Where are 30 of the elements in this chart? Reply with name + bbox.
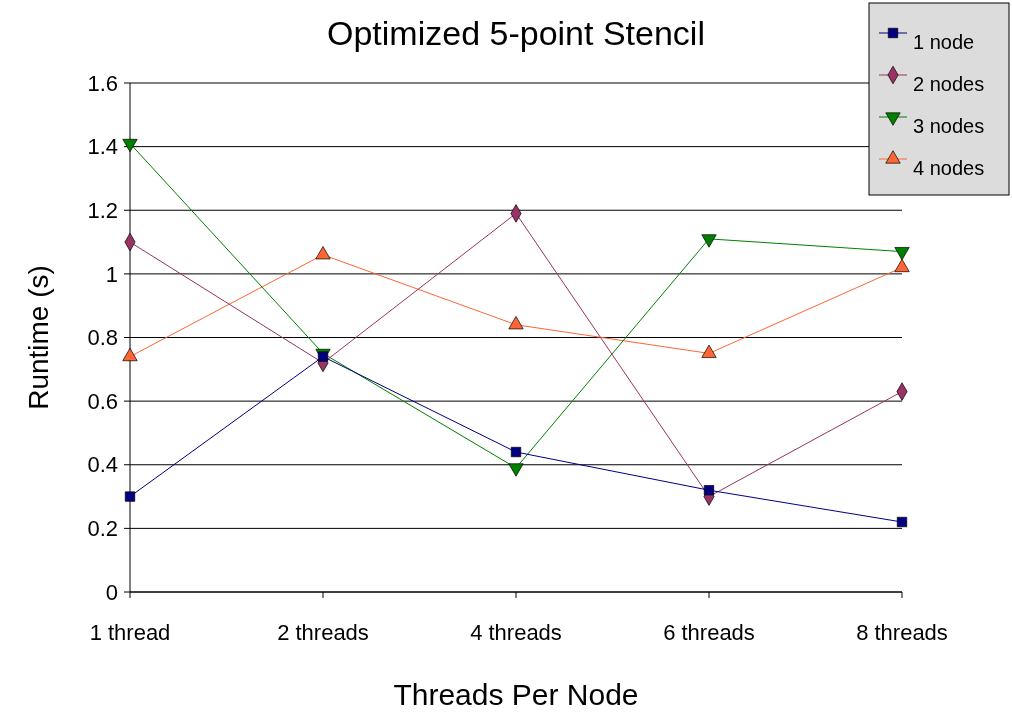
point bbox=[896, 516, 908, 528]
y-tick-label: 0 bbox=[105, 579, 118, 605]
x-tick-label: 2 threads bbox=[277, 620, 369, 645]
x-tick-label: 4 threads bbox=[470, 620, 562, 645]
y-tick-label: 0.6 bbox=[87, 388, 118, 414]
y-tick-label: 1.6 bbox=[87, 70, 118, 96]
legend-label: 2 nodes bbox=[913, 73, 985, 95]
point bbox=[510, 446, 522, 458]
y-tick-label: 1.2 bbox=[87, 197, 118, 223]
point bbox=[703, 485, 715, 496]
point bbox=[701, 344, 717, 358]
y-tick-label: 0.8 bbox=[87, 325, 118, 351]
y-tick-label: 0.2 bbox=[87, 516, 118, 542]
point bbox=[894, 258, 910, 273]
y-axis-title: Runtime (s) bbox=[23, 265, 54, 410]
x-tick-label: 6 threads bbox=[663, 620, 755, 645]
legend-label: 3 nodes bbox=[913, 115, 985, 137]
legend-label: 4 nodes bbox=[913, 157, 985, 179]
point bbox=[122, 347, 138, 362]
y-tick-label: 0.4 bbox=[87, 452, 118, 478]
y-tick-label: 1 bbox=[105, 261, 118, 287]
x-tick-label: 8 threads bbox=[856, 620, 948, 645]
chart-title: Optimized 5-point Stencil bbox=[327, 14, 705, 52]
legend-label: 1 node bbox=[913, 31, 975, 53]
point bbox=[124, 491, 136, 502]
point bbox=[315, 246, 331, 260]
point bbox=[508, 316, 524, 330]
x-axis-title: Threads Per Node bbox=[393, 678, 639, 711]
x-tick-label: 1 thread bbox=[89, 620, 171, 645]
y-tick-label: 1.4 bbox=[87, 134, 118, 160]
